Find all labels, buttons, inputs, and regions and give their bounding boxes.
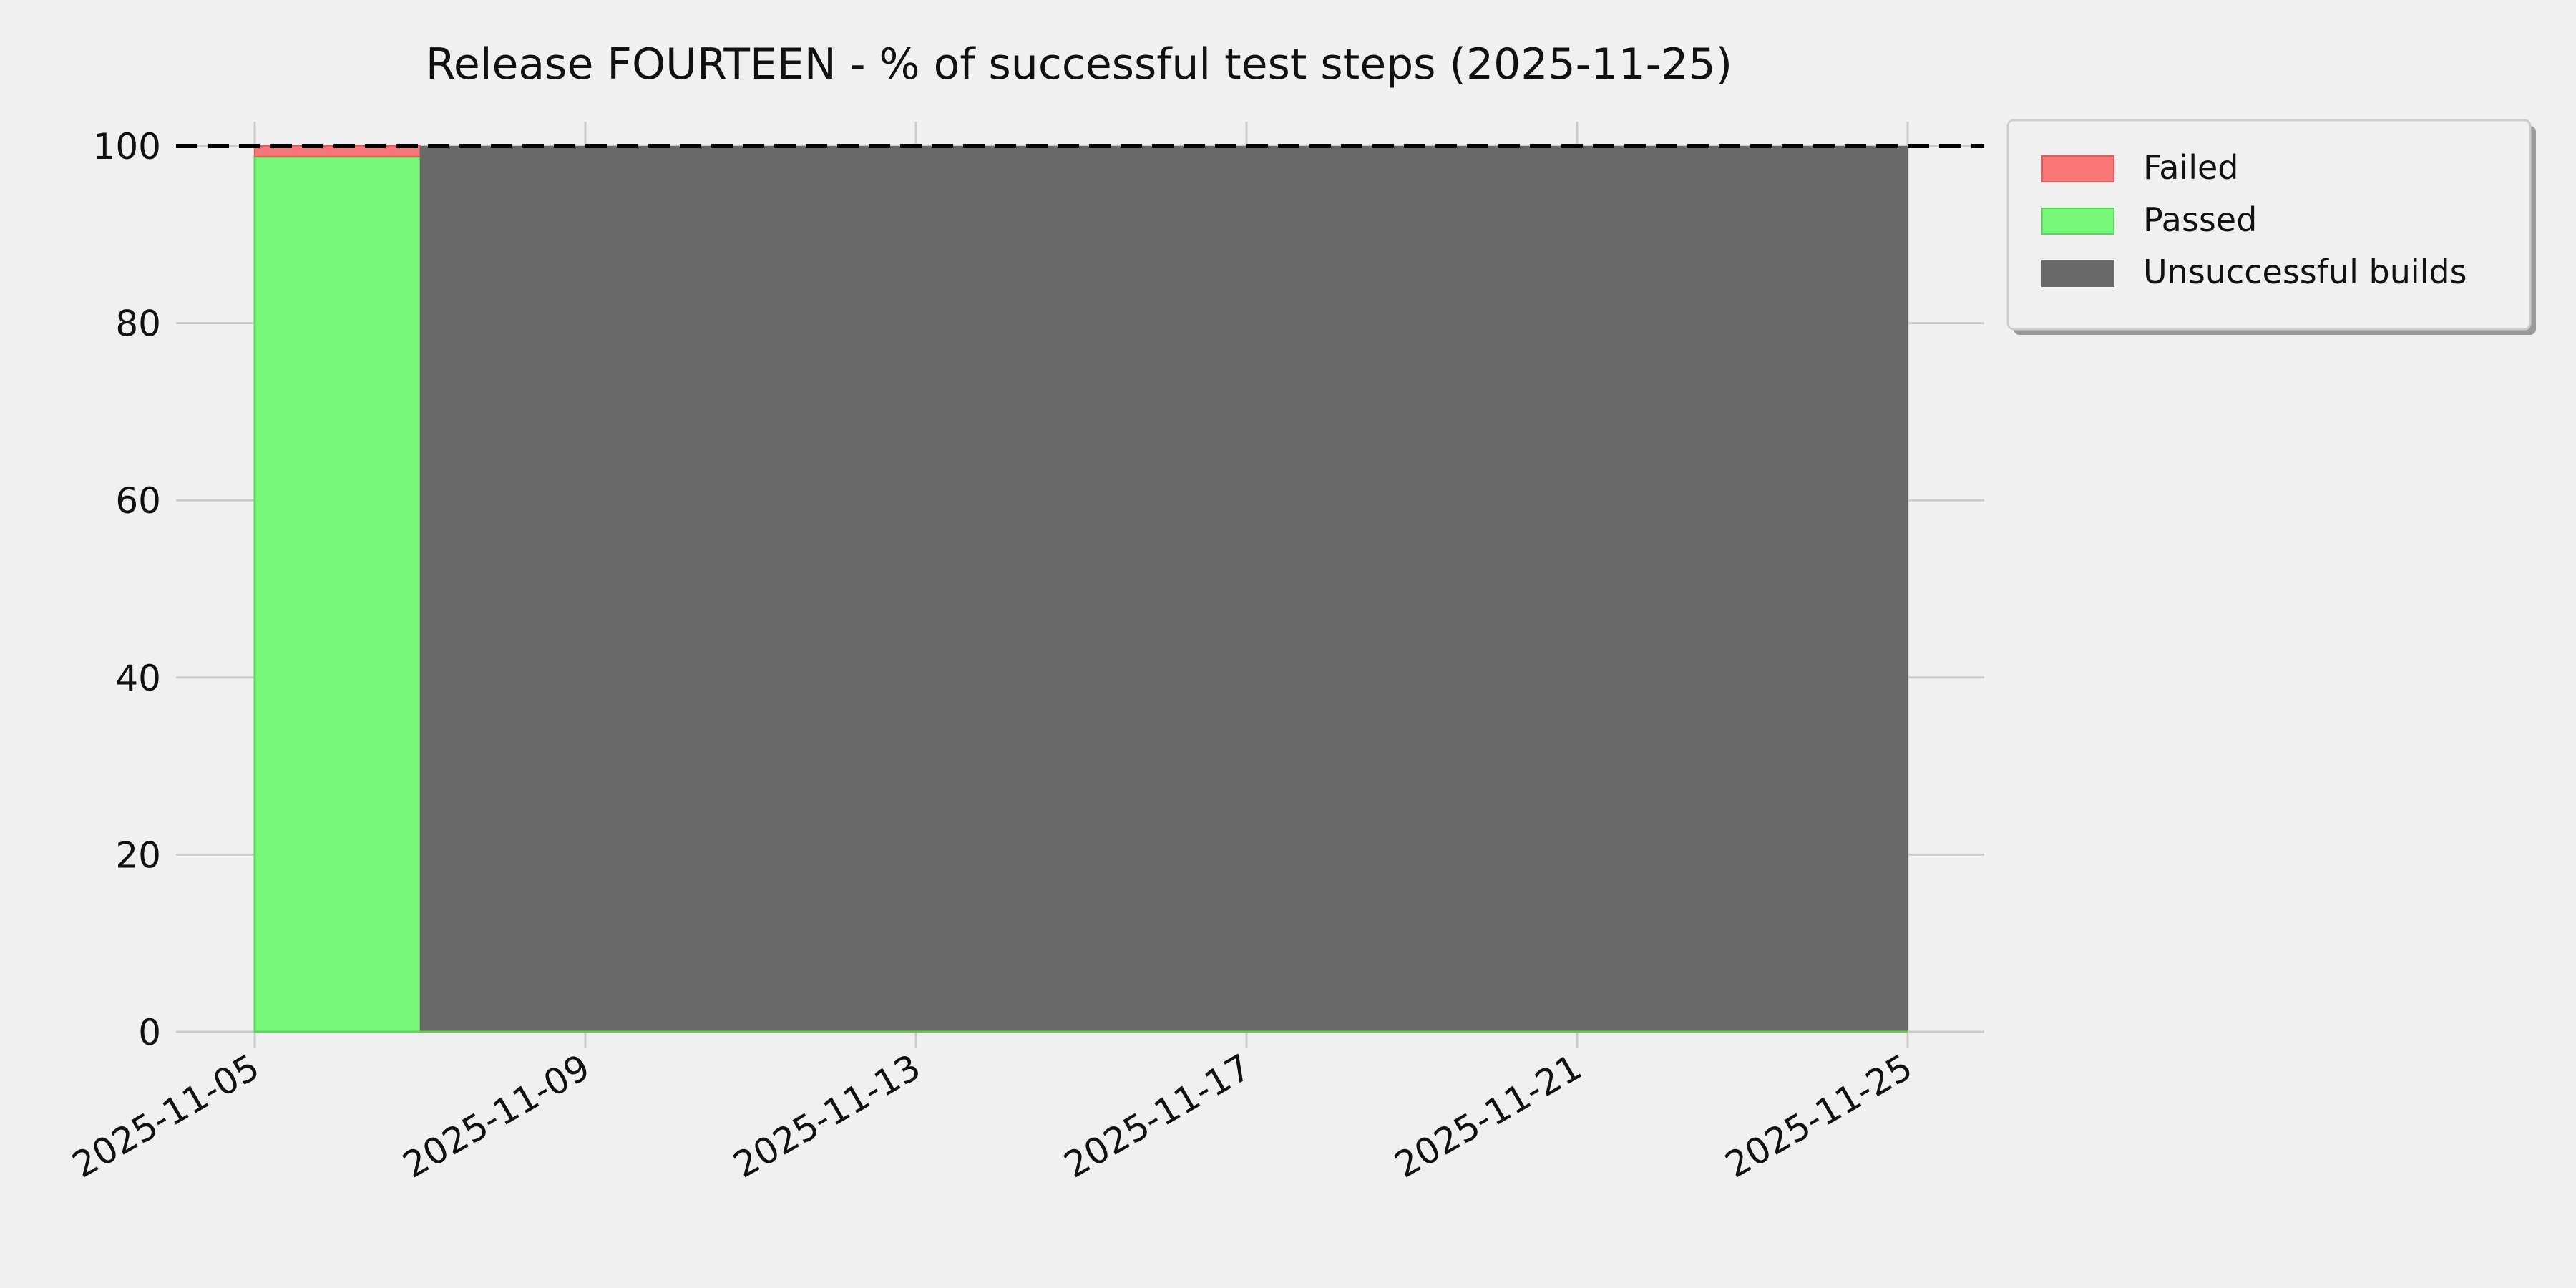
legend-label: Failed xyxy=(2143,148,2239,187)
x-tick-label: 2025-11-05 xyxy=(65,1046,266,1186)
legend-box xyxy=(2006,119,2532,331)
chart-title: Release FOURTEEN - % of successful test … xyxy=(426,39,1732,89)
y-tick-label: 0 xyxy=(138,1012,161,1053)
legend-swatch xyxy=(2041,208,2114,235)
y-tick-label: 100 xyxy=(93,126,161,167)
legend-swatch xyxy=(2041,155,2114,182)
y-tick-label: 20 xyxy=(115,834,161,876)
x-tick-label: 2025-11-17 xyxy=(1057,1046,1258,1186)
y-tick-label: 40 xyxy=(115,658,161,699)
area-unsuccessful-builds xyxy=(420,146,1908,1032)
legend: Failed Passed Unsuccessful builds xyxy=(2006,119,2536,335)
areas xyxy=(253,145,1908,1033)
x-axis: 2025-11-05 2025-11-09 2025-11-13 2025-11-17… xyxy=(65,1046,1919,1186)
y-tick-label: 60 xyxy=(115,480,161,522)
x-tick-label: 2025-11-13 xyxy=(726,1046,927,1186)
legend-swatch xyxy=(2041,260,2114,287)
x-tick-label: 2025-11-09 xyxy=(396,1046,597,1186)
x-tick-label: 2025-11-21 xyxy=(1387,1046,1589,1186)
legend-label: Unsuccessful builds xyxy=(2143,253,2467,291)
x-tick-label: 2025-11-25 xyxy=(1718,1046,1919,1186)
y-axis: 0 20 40 60 80 100 xyxy=(93,126,161,1053)
area-passed xyxy=(253,155,421,1033)
y-tick-label: 80 xyxy=(115,303,161,345)
legend-label: Passed xyxy=(2143,200,2257,239)
